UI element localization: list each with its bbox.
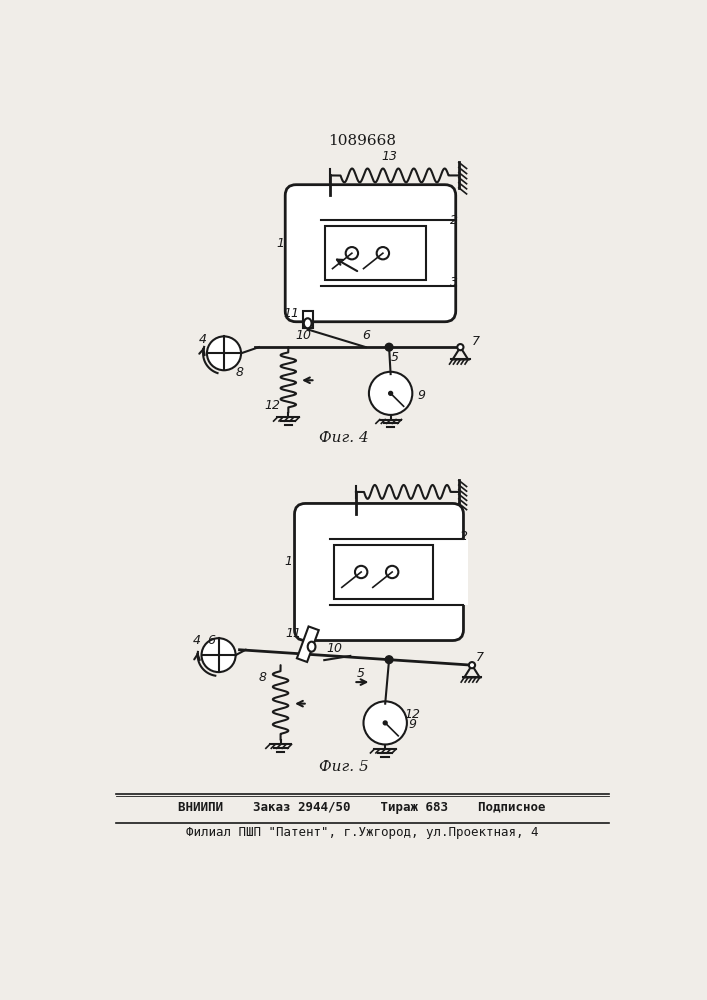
Text: 6: 6 [362,329,370,342]
Text: 1089668: 1089668 [328,134,396,148]
Bar [325,226,426,280]
Text: 10: 10 [327,642,343,655]
Circle shape [385,343,393,351]
Circle shape [385,656,393,664]
Text: 1: 1 [276,237,285,250]
Circle shape [369,372,412,415]
Text: 5: 5 [357,667,366,680]
FancyBboxPatch shape [285,185,456,322]
Text: 6: 6 [207,634,215,647]
Text: 2: 2 [450,214,458,227]
Circle shape [389,391,392,395]
Polygon shape [297,626,319,662]
Text: 12: 12 [404,708,421,721]
Text: 7: 7 [472,335,480,348]
Text: 8: 8 [235,366,243,379]
Circle shape [383,721,387,725]
Circle shape [201,638,235,672]
Text: 12: 12 [265,399,281,412]
Circle shape [457,344,464,350]
Text: 8: 8 [259,671,267,684]
Circle shape [469,662,475,668]
Text: 11: 11 [284,307,300,320]
Bar [303,311,313,328]
Text: 5: 5 [390,351,399,364]
Bar [334,545,433,599]
Text: 2: 2 [460,530,468,543]
Text: Филиал ПШП "Патент", г.Ужгород, ул.Проектная, 4: Филиал ПШП "Патент", г.Ужгород, ул.Проек… [186,826,538,839]
Text: 7: 7 [476,651,484,664]
Text: 13: 13 [381,150,397,163]
Ellipse shape [304,318,312,328]
Bar [330,539,468,605]
Text: 9: 9 [409,718,416,731]
Circle shape [363,701,407,744]
Text: 11: 11 [286,627,302,640]
Text: 1: 1 [284,555,292,568]
Bar [321,220,449,286]
Text: Фиг. 4: Фиг. 4 [320,431,369,445]
Text: ВНИИПИ    Заказ 2944/50    Тираж 683    Подписное: ВНИИПИ Заказ 2944/50 Тираж 683 Подписное [178,801,546,814]
Text: 3: 3 [450,276,458,289]
Text: 9: 9 [417,389,425,402]
FancyBboxPatch shape [295,503,464,641]
Text: 4: 4 [193,634,201,647]
Text: Фиг. 5: Фиг. 5 [320,760,369,774]
Text: 4: 4 [199,333,207,346]
Ellipse shape [308,642,315,652]
Circle shape [207,336,241,370]
Text: 10: 10 [296,329,312,342]
